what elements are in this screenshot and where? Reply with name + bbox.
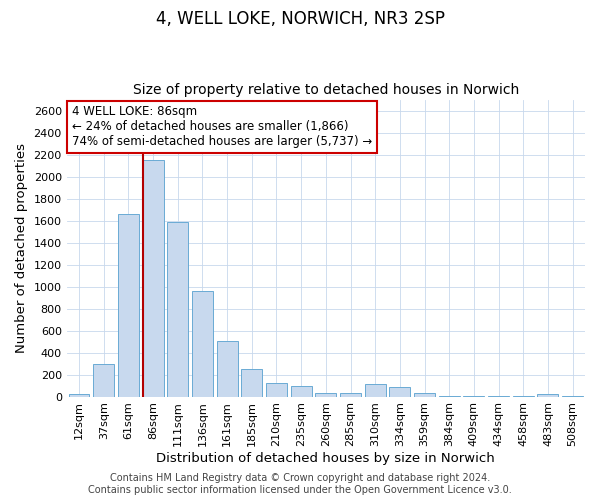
- Text: 4, WELL LOKE, NORWICH, NR3 2SP: 4, WELL LOKE, NORWICH, NR3 2SP: [155, 10, 445, 28]
- X-axis label: Distribution of detached houses by size in Norwich: Distribution of detached houses by size …: [157, 452, 495, 465]
- Bar: [241, 368, 262, 396]
- Bar: [143, 160, 164, 396]
- Bar: [389, 386, 410, 396]
- Bar: [414, 392, 435, 396]
- Bar: [93, 364, 114, 396]
- Bar: [68, 394, 89, 396]
- Text: 4 WELL LOKE: 86sqm
← 24% of detached houses are smaller (1,866)
74% of semi-deta: 4 WELL LOKE: 86sqm ← 24% of detached hou…: [72, 106, 372, 148]
- Text: Contains HM Land Registry data © Crown copyright and database right 2024.
Contai: Contains HM Land Registry data © Crown c…: [88, 474, 512, 495]
- Bar: [340, 394, 361, 396]
- Title: Size of property relative to detached houses in Norwich: Size of property relative to detached ho…: [133, 83, 519, 97]
- Bar: [167, 222, 188, 396]
- Bar: [217, 341, 238, 396]
- Bar: [192, 291, 213, 397]
- Bar: [266, 384, 287, 396]
- Bar: [290, 386, 311, 396]
- Y-axis label: Number of detached properties: Number of detached properties: [15, 143, 28, 353]
- Bar: [118, 214, 139, 396]
- Bar: [538, 394, 559, 396]
- Bar: [316, 394, 337, 396]
- Bar: [365, 384, 386, 396]
